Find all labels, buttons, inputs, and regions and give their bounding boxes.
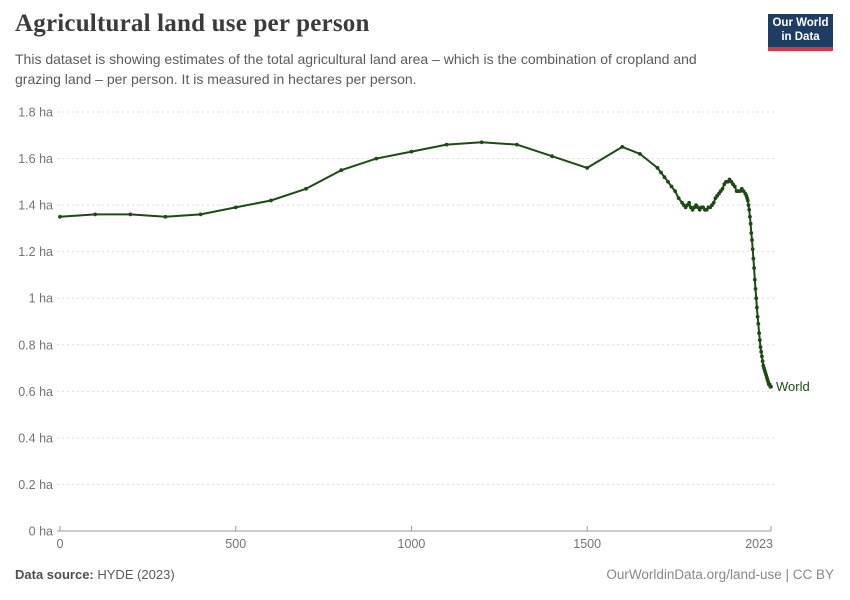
data-point-marker [757, 331, 761, 335]
data-point-marker [754, 296, 759, 301]
data-point-marker [638, 152, 642, 156]
data-point-marker [749, 231, 754, 235]
owid-logo-line2: in Data [781, 30, 820, 43]
y-tick-label: 1.6 ha [18, 152, 53, 166]
data-point-marker [732, 184, 737, 189]
data-point-marker [659, 170, 663, 175]
data-point-marker [233, 205, 238, 210]
y-tick-label: 0.6 ha [18, 385, 53, 399]
data-point-marker [163, 214, 168, 219]
owid-logo-line1: Our World [772, 16, 829, 29]
data-point-marker [755, 305, 759, 310]
data-point-marker [339, 168, 344, 173]
data-point-marker [550, 154, 554, 159]
data-point-marker [304, 186, 308, 191]
data-source-label: Data source: [15, 567, 94, 582]
y-tick-label: 0 ha [29, 525, 53, 539]
data-point-marker [666, 179, 670, 184]
page-title: Agricultural land use per person [15, 10, 370, 37]
data-point-marker [128, 212, 133, 217]
data-source-value: HYDE (2023) [97, 567, 175, 582]
data-point-marker [479, 140, 484, 145]
data-source: Data source: HYDE (2023) [15, 567, 175, 582]
y-tick-label: 1.4 ha [18, 199, 53, 213]
data-point-marker [198, 212, 203, 217]
x-tick-label: 2023 [745, 537, 773, 551]
data-point-marker [711, 200, 716, 205]
series-label-world: World [776, 379, 810, 394]
data-point-marker [758, 345, 763, 349]
data-point-marker [58, 214, 62, 219]
data-point-marker [757, 338, 762, 342]
data-point-marker [748, 221, 753, 226]
data-point-marker [269, 198, 273, 203]
x-tick-label: 500 [225, 537, 246, 551]
data-point-marker [374, 156, 379, 161]
data-point-marker [748, 214, 752, 219]
license-text: OurWorldinData.org/land-use | CC BY [606, 567, 834, 582]
data-point-marker [669, 184, 674, 189]
data-point-marker [515, 142, 519, 147]
data-point-marker [753, 287, 758, 291]
x-tick-label: 1500 [573, 537, 601, 551]
data-point-marker [746, 203, 751, 208]
data-point-marker [760, 359, 765, 363]
y-tick-label: 1.2 ha [18, 245, 53, 259]
data-point-marker [750, 238, 754, 242]
x-tick-label: 1000 [398, 537, 426, 551]
y-tick-label: 1.8 ha [18, 106, 53, 120]
owid-logo: Our World in Data [768, 14, 833, 51]
data-point-marker [409, 149, 414, 154]
data-point-marker [662, 175, 667, 180]
y-tick-label: 0.4 ha [18, 431, 53, 445]
data-point-marker [759, 349, 764, 354]
data-point-marker [752, 277, 757, 282]
data-point-marker [752, 266, 756, 270]
data-point-marker [745, 198, 750, 203]
data-point-marker [756, 321, 761, 326]
data-point-marker [655, 166, 660, 170]
x-tick-label: 0 [57, 537, 64, 551]
data-point-marker [444, 142, 449, 147]
data-point-marker [747, 207, 752, 212]
data-point-marker [720, 186, 725, 191]
y-tick-label: 0.2 ha [18, 478, 53, 492]
y-tick-label: 1 ha [29, 292, 53, 306]
data-point-marker [673, 189, 677, 194]
data-point-marker [751, 256, 756, 261]
data-point-marker [585, 166, 590, 170]
data-point-marker [750, 247, 755, 252]
data-point-marker [755, 314, 760, 319]
data-point-marker [676, 196, 681, 201]
data-point-marker [687, 200, 691, 205]
chart-subtitle: This dataset is showing estimates of the… [15, 51, 697, 87]
data-point-marker [93, 212, 97, 217]
data-point-marker [769, 384, 773, 389]
y-tick-label: 0.8 ha [18, 338, 53, 352]
data-point-marker [760, 354, 764, 359]
data-point-marker [620, 145, 625, 149]
